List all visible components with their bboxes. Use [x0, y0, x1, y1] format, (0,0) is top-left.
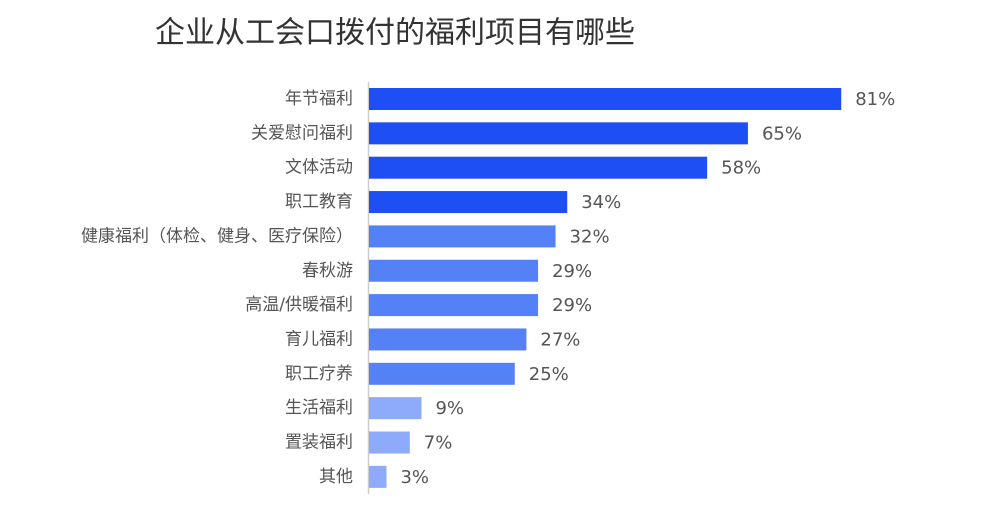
value-label: 9%: [435, 398, 464, 419]
category-label: 职工疗养: [285, 364, 353, 384]
value-label: 27%: [540, 329, 580, 350]
value-label: 29%: [552, 261, 592, 282]
value-label: 32%: [570, 226, 610, 247]
bar: [369, 191, 568, 214]
category-label: 健康福利（体检、健身、医疗保险）: [81, 226, 353, 246]
value-label: 34%: [581, 192, 621, 213]
category-label: 生活福利: [285, 398, 353, 418]
value-label: 81%: [855, 89, 895, 110]
chart-title: 企业从工会口拨付的福利项目有哪些: [155, 16, 635, 51]
bar: [369, 362, 515, 385]
value-label: 7%: [424, 433, 453, 454]
category-label: 育儿福利: [285, 329, 353, 349]
bar: [369, 397, 422, 420]
bar: [369, 294, 539, 317]
category-label: 春秋游: [302, 261, 353, 281]
category-label: 高温/供暖福利: [245, 295, 353, 315]
bar: [369, 328, 527, 351]
category-label: 年节福利: [285, 89, 353, 109]
category-label: 置装福利: [285, 433, 353, 453]
value-label: 58%: [721, 158, 761, 179]
bar: [369, 156, 708, 179]
bar: [369, 122, 748, 145]
value-label: 65%: [762, 123, 802, 144]
bar: [369, 225, 556, 248]
category-label: 职工教育: [285, 192, 353, 212]
value-label: 29%: [552, 295, 592, 316]
category-label: 关爱慰问福利: [251, 123, 353, 143]
bar: [369, 88, 842, 110]
value-label: 25%: [529, 364, 569, 385]
category-label: 文体活动: [285, 158, 353, 178]
bar: [369, 431, 410, 454]
bar: [369, 259, 539, 282]
category-label: 其他: [319, 467, 353, 487]
value-label: 3%: [400, 467, 429, 488]
bar: [369, 465, 387, 488]
